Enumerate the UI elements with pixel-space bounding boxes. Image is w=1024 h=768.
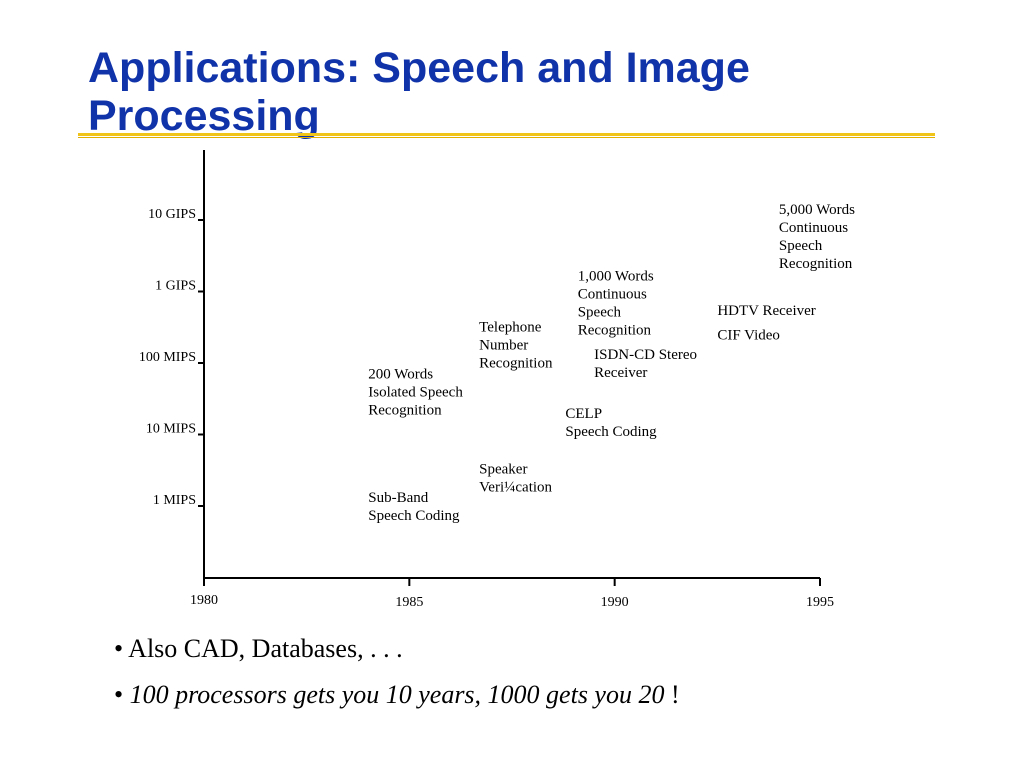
y-tick-label: 1 MIPS — [153, 493, 196, 508]
annotations: Sub-Band Speech Coding 200 Words Isolated S… — [368, 202, 855, 524]
y-tick-label: 1 GIPS — [155, 279, 196, 294]
annotation-line: 200 Words — [368, 366, 433, 382]
annotation-line: Isolated Speech — [368, 384, 463, 400]
annotation-label: Speaker Veri¼cation — [479, 462, 552, 496]
annotation-line: Speech — [779, 238, 823, 254]
title-underline — [78, 133, 935, 136]
annotation-line: Recognition — [479, 356, 553, 372]
y-tick-label: 100 MIPS — [139, 350, 196, 365]
annotation-line: Continuous — [779, 220, 848, 236]
annotation-line: ISDN-CD Stereo — [594, 347, 697, 363]
bullet-text-tail: ! — [664, 680, 680, 709]
annotation-label: 5,000 Words Continuous Speech Recognition — [779, 202, 855, 272]
slide-title: Applications: Speech and Image Processin… — [88, 44, 948, 140]
y-ticks: 1 MIPS 10 MIPS 100 MIPS 1 GIPS 10 GIPS — [139, 207, 204, 508]
y-tick-label: 10 GIPS — [148, 207, 196, 222]
title-line-1: Applications: Speech and Image — [88, 44, 750, 92]
annotation-line: Speaker — [479, 462, 527, 478]
bullet-item: • 100 processors gets you 10 years, 1000… — [114, 680, 680, 709]
annotation-label: CIF Video — [717, 328, 780, 344]
annotation-label: ISDN-CD Stereo Receiver — [594, 347, 697, 381]
annotation-label: CELP Speech Coding — [565, 406, 657, 440]
bullet-item: • Also CAD, Databases, . . . — [114, 634, 403, 663]
annotation-label: 200 Words Isolated Speech Recognition — [368, 366, 463, 418]
title-line-2: Processing — [88, 92, 320, 140]
annotation-label: HDTV Receiver — [717, 303, 815, 319]
x-tick-label: 1980 — [190, 593, 218, 608]
title-underline-thin — [78, 137, 935, 138]
annotation-label: Sub-Band Speech Coding — [368, 490, 460, 524]
annotation-line: CIF Video — [717, 328, 780, 344]
annotation-line: 5,000 Words — [779, 202, 855, 218]
annotation-line: Speech Coding — [368, 508, 460, 524]
annotation-line: Recognition — [779, 256, 853, 272]
annotation-line: Sub-Band — [368, 490, 429, 506]
bullet-text-italic: 100 processors gets you 10 years, 1000 g… — [129, 680, 665, 709]
x-tick-label: 1985 — [395, 595, 423, 610]
annotation-line: HDTV Receiver — [717, 303, 815, 319]
y-tick-label: 10 MIPS — [146, 422, 196, 437]
annotation-line: Recognition — [368, 402, 442, 418]
annotation-line: CELP — [565, 406, 602, 422]
x-ticks: 1980 1985 1990 1995 — [190, 578, 834, 610]
bullet-list: • Also CAD, Databases, . . . • 100 proce… — [114, 632, 680, 724]
annotation-line: 1,000 Words — [578, 269, 654, 285]
annotation-label: Telephone Number Recognition — [479, 320, 553, 372]
annotation-line: Speech Coding — [565, 424, 657, 440]
x-tick-label: 1995 — [806, 595, 834, 610]
annotation-line: Recognition — [578, 323, 652, 339]
annotation-line: Speech — [578, 305, 622, 321]
annotation-line: Telephone — [479, 320, 542, 336]
x-tick-label: 1990 — [601, 595, 629, 610]
annotation-line: Number — [479, 338, 528, 354]
annotation-line: Continuous — [578, 287, 647, 303]
bullet-text: Also CAD, Databases, . . . — [128, 634, 403, 663]
annotation-line: Veri¼cation — [479, 480, 552, 496]
annotation-label: 1,000 Words Continuous Speech Recognition — [578, 269, 654, 339]
annotation-line: Receiver — [594, 365, 647, 381]
